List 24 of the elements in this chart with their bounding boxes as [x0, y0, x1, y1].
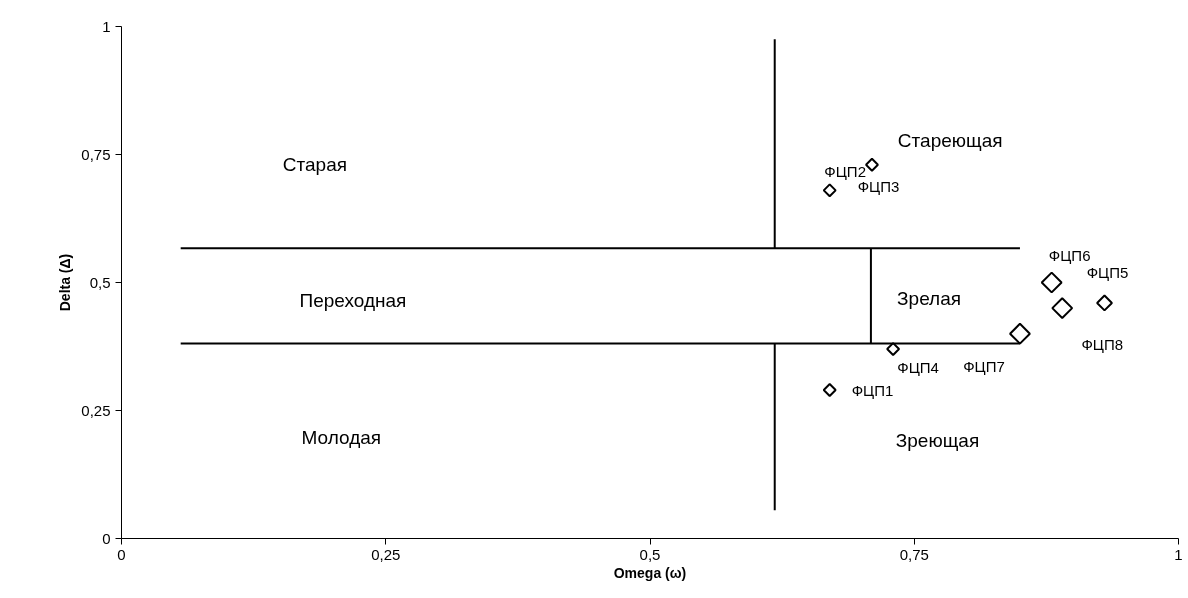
y-tick-label: 0 [102, 529, 111, 547]
annotation: Зрелая [897, 287, 962, 309]
annotation: ФЦП5 [1086, 264, 1129, 282]
x-tick-label: 0,75 [899, 545, 929, 563]
annotation: Молодая [301, 427, 382, 449]
x-axis-title: Omega (ω) [613, 564, 687, 581]
annotation: ФЦП8 [1081, 335, 1124, 353]
annotation: ФЦП1 [851, 381, 894, 399]
y-tick-label: 0,5 [89, 273, 111, 291]
annotation: Переходная [299, 289, 407, 311]
annotation: ФЦП6 [1048, 247, 1091, 264]
x-tick-label: 1 [1174, 545, 1183, 563]
y-axis-title: Delta (Δ) [57, 253, 74, 312]
annotation: Старая [282, 153, 348, 175]
annotation: ФЦП7 [963, 358, 1005, 376]
annotation: ФЦП4 [897, 358, 939, 376]
y-tick-label: 0,75 [81, 145, 111, 163]
x-tick-label: 0,25 [371, 545, 401, 563]
y-tick-label: 0,25 [81, 401, 111, 419]
annotation: Стареющая [897, 129, 1003, 151]
x-tick-label: 0 [117, 545, 126, 563]
y-tick-label: 1 [102, 17, 111, 35]
annotation: Зреющая [895, 430, 980, 452]
x-tick-label: 0,5 [639, 545, 661, 563]
